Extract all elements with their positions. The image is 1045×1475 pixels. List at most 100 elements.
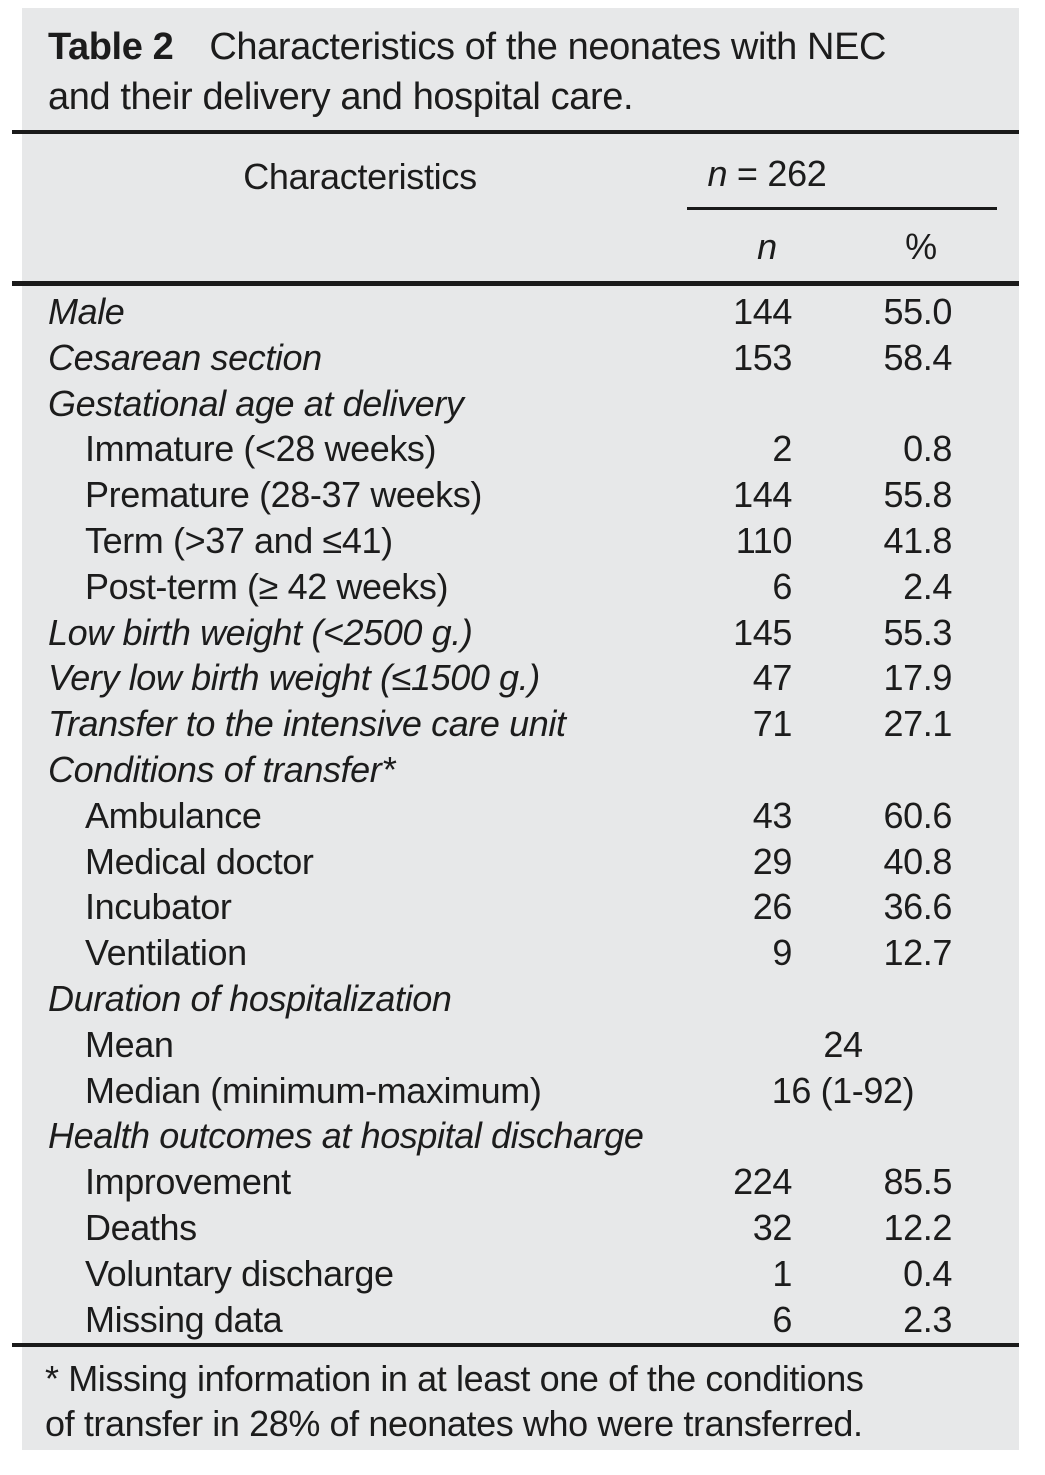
table-row: Ventilation 9 12.7 <box>22 930 1019 976</box>
table-caption-line-2: and their delivery and hospital care. <box>48 76 634 118</box>
row-label: Term (>37 and ≤41) <box>85 519 393 561</box>
table-row: Health outcomes at hospital discharge <box>22 1113 1019 1159</box>
table-footnote: * Missing information in at least one of… <box>45 1356 985 1446</box>
table-row: Improvement 224 85.5 <box>22 1159 1019 1205</box>
table-row: Incubator 26 36.6 <box>22 884 1019 930</box>
row-value-n: 47 <box>752 657 793 699</box>
row-value-percent: 17.9 <box>883 657 953 699</box>
group-n-value: = 262 <box>727 153 827 194</box>
row-label: Conditions of transfer* <box>48 748 395 790</box>
table-row: Missing data 6 2.3 <box>22 1297 1019 1343</box>
row-label: Transfer to the intensive care unit <box>48 703 566 745</box>
table-row: Male 144 55.0 <box>22 289 1019 335</box>
table-row: Term (>37 and ≤41) 110 41.8 <box>22 518 1019 564</box>
row-label: Missing data <box>85 1298 283 1340</box>
table-row: Premature (28-37 weeks) 144 55.8 <box>22 472 1019 518</box>
row-label: Health outcomes at hospital discharge <box>48 1115 644 1157</box>
table-row: Gestational age at delivery <box>22 381 1019 427</box>
row-label: Ventilation <box>85 932 247 974</box>
column-header-percent: % <box>905 226 937 267</box>
table-row: Deaths 32 12.2 <box>22 1205 1019 1251</box>
row-value-n: 6 <box>772 1298 792 1340</box>
footnote-line-2: of transfer in 28% of neonates who were … <box>45 1403 863 1444</box>
bottom-rule <box>12 1343 1019 1347</box>
row-value-n: 32 <box>752 1206 793 1248</box>
row-value-percent: 36.6 <box>883 886 953 928</box>
group-n-symbol: n <box>707 153 728 194</box>
row-value-n: 1 <box>772 1252 792 1294</box>
row-value-n: 43 <box>752 794 793 836</box>
table-background-panel <box>22 8 1019 1450</box>
table-caption: Table 2 Characteristics of the neonates w… <box>48 22 998 122</box>
table-row: Very low birth weight (≤1500 g.) 47 17.9 <box>22 655 1019 701</box>
row-label: Median (minimum-maximum) <box>85 1069 542 1111</box>
row-value-n: 144 <box>733 291 792 332</box>
table-rows: Male 144 55.0 Cesarean section 153 58.4 Gestat… <box>22 289 1019 1342</box>
row-label: Cesarean section <box>48 336 322 378</box>
row-value-percent: 55.8 <box>883 474 953 516</box>
row-label: Improvement <box>85 1161 291 1203</box>
column-header-group-n-262: n = 262 <box>687 153 847 195</box>
row-value-percent: 55.0 <box>883 291 953 332</box>
table-row: Immature (<28 weeks) 2 0.8 <box>22 426 1019 472</box>
row-label: Post-term (≥ 42 weeks) <box>85 565 449 607</box>
row-value-n: 29 <box>752 840 793 882</box>
row-label: Ambulance <box>85 794 262 836</box>
row-value-n: 26 <box>752 886 793 928</box>
row-value-percent: 60.6 <box>883 794 953 836</box>
table-row: Mean 24 <box>22 1022 1019 1068</box>
header-rule <box>12 281 1019 286</box>
row-value-percent: 40.8 <box>883 840 953 882</box>
table-row: Post-term (≥ 42 weeks) 6 2.4 <box>22 564 1019 610</box>
row-label: Medical doctor <box>85 840 314 882</box>
row-value-n: 110 <box>735 519 793 561</box>
row-label: Male <box>48 291 125 332</box>
table-row: Median (minimum-maximum) 16 (1-92) <box>22 1068 1019 1114</box>
top-rule <box>12 130 1019 134</box>
table-caption-text: Characteristics of the neonates with NEC <box>209 26 887 68</box>
row-value-n: 9 <box>772 932 792 974</box>
row-value-percent: 85.5 <box>883 1161 953 1203</box>
row-label: Voluntary discharge <box>85 1252 394 1294</box>
table-row: Cesarean section 153 58.4 <box>22 335 1019 381</box>
table-row: Voluntary discharge 1 0.4 <box>22 1251 1019 1297</box>
row-label: Mean <box>85 1023 174 1065</box>
row-value-percent: 2.3 <box>903 1298 952 1340</box>
row-value-n: 224 <box>733 1161 792 1203</box>
table-caption-line-1: Table 2 Characteristics of the neonates w… <box>48 22 998 72</box>
row-value-n: 2 <box>772 428 792 470</box>
group-spanner-rule <box>687 207 997 210</box>
column-header-characteristics: Characteristics <box>243 156 477 197</box>
row-label: Immature (<28 weeks) <box>85 428 437 470</box>
row-value-percent: 12.2 <box>883 1206 953 1248</box>
row-value-n: 145 <box>733 611 792 653</box>
row-value-percent: 0.4 <box>903 1252 952 1294</box>
table-row: Transfer to the intensive care unit 71 27.… <box>22 701 1019 747</box>
table-row: Low birth weight (<2500 g.) 145 55.3 <box>22 610 1019 656</box>
row-label: Gestational age at delivery <box>48 382 464 424</box>
row-label: Incubator <box>85 886 232 928</box>
table-number: Table 2 <box>48 26 174 68</box>
row-label: Very low birth weight (≤1500 g.) <box>48 657 540 699</box>
table-row: Ambulance 43 60.6 <box>22 793 1019 839</box>
table-row: Duration of hospitalization <box>22 976 1019 1022</box>
row-value-percent: 41.8 <box>883 519 953 561</box>
row-label: Duration of hospitalization <box>48 977 452 1019</box>
row-value-n: 6 <box>772 565 792 607</box>
row-value-percent: 55.3 <box>883 611 953 653</box>
row-label: Premature (28-37 weeks) <box>85 474 482 516</box>
footnote-line-1: * Missing information in at least one of… <box>45 1358 864 1399</box>
row-value-span: 24 <box>823 1023 863 1065</box>
table-row: Conditions of transfer* <box>22 747 1019 793</box>
row-value-percent: 12.7 <box>883 932 953 974</box>
table-row: Medical doctor 29 40.8 <box>22 839 1019 885</box>
row-label: Low birth weight (<2500 g.) <box>48 611 473 653</box>
row-value-n: 153 <box>733 336 792 378</box>
row-value-percent: 58.4 <box>883 336 953 378</box>
row-value-span: 16 (1-92) <box>771 1069 915 1111</box>
row-value-percent: 27.1 <box>883 703 953 745</box>
row-label: Deaths <box>85 1206 197 1248</box>
row-value-percent: 0.8 <box>903 428 952 470</box>
row-value-n: 71 <box>752 703 793 745</box>
